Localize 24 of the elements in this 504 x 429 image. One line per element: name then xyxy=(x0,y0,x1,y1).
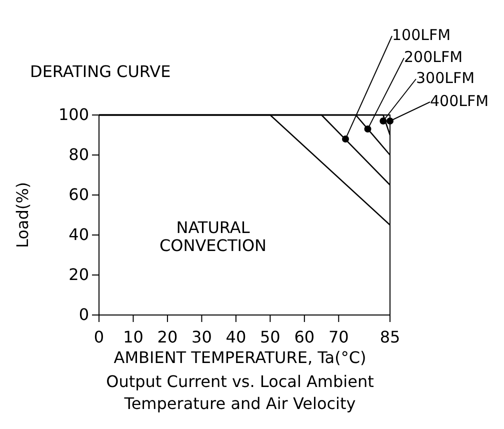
x-tick-label: 40 xyxy=(226,328,246,347)
y-tick-label: 40 xyxy=(68,225,89,244)
x-tick-label: 85 xyxy=(380,328,400,347)
x-axis-title: AMBIENT TEMPERATURE, Ta(°C) xyxy=(114,348,366,367)
x-tick-label: 10 xyxy=(123,328,144,347)
text: Output Current vs. Local Ambient Temperature and Air Velocity xyxy=(106,372,374,413)
x-tick-label: 70 xyxy=(328,328,349,347)
x-tick-label: 20 xyxy=(157,328,178,347)
annotation: 400LFM xyxy=(430,92,489,110)
y-axis-title: Load(%) xyxy=(13,182,32,248)
x-tick-label: 50 xyxy=(260,328,280,347)
x-tick-label: 0 xyxy=(94,328,104,347)
annotation: 100LFM xyxy=(392,26,451,44)
chart-title: DERATING CURVE xyxy=(30,62,171,81)
y-tick-label: 100 xyxy=(58,105,89,124)
annotation: 300LFM xyxy=(416,69,475,87)
annotation: 200LFM xyxy=(404,48,463,66)
x-tick-label: 60 xyxy=(294,328,315,347)
x-tick-label: 30 xyxy=(192,328,212,347)
y-tick-label: 60 xyxy=(68,185,89,204)
y-tick-label: 0 xyxy=(78,305,89,324)
y-tick-label: 20 xyxy=(68,265,89,284)
annotation: NATURAL CONVECTION xyxy=(159,218,267,255)
y-tick-label: 80 xyxy=(68,145,89,164)
